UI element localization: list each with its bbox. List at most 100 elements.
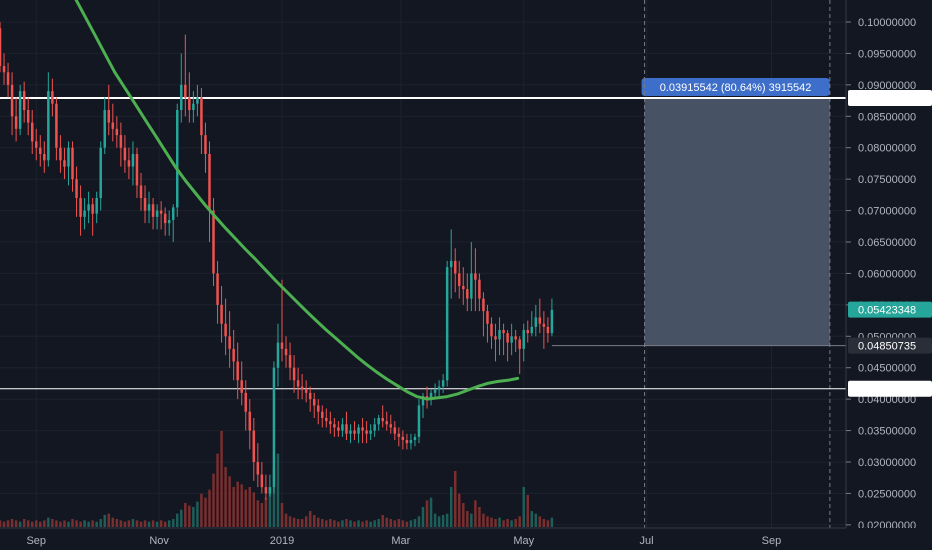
volume-bar bbox=[304, 516, 308, 527]
volume-bar bbox=[433, 513, 437, 527]
volume-bar bbox=[458, 493, 461, 527]
volume-bar bbox=[466, 511, 469, 527]
candle-body bbox=[139, 185, 143, 198]
price-tick-label: 0.08000000 bbox=[858, 143, 916, 155]
candle-body bbox=[522, 330, 525, 349]
volume-bar bbox=[506, 519, 509, 527]
volume-bar bbox=[75, 520, 78, 527]
candle-body bbox=[413, 436, 417, 440]
level-price-tag-bg bbox=[848, 380, 932, 397]
candle-body bbox=[95, 198, 98, 214]
volume-bar bbox=[453, 471, 457, 527]
price-tick-label: 0.02500000 bbox=[858, 488, 916, 500]
candle-body bbox=[296, 380, 300, 387]
candle-body bbox=[35, 141, 38, 148]
volume-bar bbox=[401, 520, 405, 527]
candle-body bbox=[276, 342, 280, 368]
candle-body bbox=[325, 418, 328, 422]
candle-body bbox=[349, 430, 352, 434]
volume-bar bbox=[276, 453, 280, 527]
candle-body bbox=[385, 421, 388, 425]
volume-bar bbox=[308, 511, 312, 527]
candle-body bbox=[534, 317, 538, 327]
volume-bar bbox=[365, 520, 368, 527]
candle-body bbox=[474, 273, 477, 280]
candle-body bbox=[55, 103, 58, 148]
candle-body bbox=[131, 154, 135, 167]
candle-body bbox=[240, 380, 243, 393]
range-measure[interactable]: 0.03915542 (80.64%) 3915542 bbox=[641, 77, 830, 346]
candle-body bbox=[188, 97, 191, 110]
candle-body bbox=[397, 433, 401, 437]
candle-body bbox=[22, 91, 26, 110]
candle-body bbox=[167, 220, 171, 224]
price-tick-label: 0.04500000 bbox=[858, 363, 916, 375]
volume-bar bbox=[14, 520, 18, 527]
time-tick-label: Sep bbox=[26, 535, 46, 547]
volume-bar bbox=[312, 515, 316, 527]
candle-body bbox=[470, 273, 473, 299]
candle-body bbox=[494, 336, 497, 340]
volume-bar bbox=[240, 484, 243, 527]
candle-body bbox=[312, 399, 316, 406]
moving-average-line bbox=[74, 0, 520, 401]
volume-bar bbox=[397, 519, 401, 527]
candle-body bbox=[244, 392, 247, 412]
volume-bar bbox=[111, 517, 115, 527]
volume-bar bbox=[474, 500, 477, 527]
candle-body bbox=[143, 198, 147, 211]
candle-body bbox=[14, 116, 18, 129]
candle-body bbox=[18, 91, 22, 129]
volume-bar bbox=[115, 519, 119, 527]
volume-bar bbox=[252, 492, 256, 527]
volume-bar bbox=[176, 513, 179, 527]
volume-bar bbox=[292, 517, 296, 527]
volume-bar bbox=[490, 517, 493, 527]
volume-bar bbox=[425, 500, 429, 527]
candle-body bbox=[482, 298, 485, 312]
candle-body bbox=[111, 122, 115, 129]
price-tick-label: 0.04000000 bbox=[858, 394, 916, 406]
time-tick-label: 2019 bbox=[270, 535, 294, 547]
candle-body bbox=[530, 326, 534, 334]
volume-bar bbox=[107, 513, 111, 527]
candle-body bbox=[260, 474, 264, 488]
candle-body bbox=[458, 273, 461, 286]
level-price-tag: 0.04164717 bbox=[858, 384, 916, 396]
volume-bar bbox=[127, 520, 131, 527]
candle-body bbox=[498, 330, 501, 340]
volume-bar bbox=[79, 521, 82, 527]
volume-bar bbox=[0, 520, 2, 527]
candle-body bbox=[361, 427, 364, 431]
candle-body bbox=[453, 260, 457, 274]
volume-bar bbox=[409, 520, 413, 527]
candle-body bbox=[268, 487, 272, 494]
candle-body bbox=[421, 396, 425, 406]
volume-bar bbox=[59, 521, 62, 527]
volume-bar bbox=[228, 476, 231, 527]
horizontal-levels[interactable] bbox=[0, 96, 846, 390]
candle-body bbox=[264, 487, 268, 494]
price-tick-label: 0.08500000 bbox=[858, 111, 916, 123]
candle-body bbox=[10, 84, 14, 117]
candle-body bbox=[381, 418, 384, 422]
volume-bar bbox=[30, 521, 34, 527]
volume-bar bbox=[171, 519, 175, 527]
price-tick-label: 0.10000000 bbox=[858, 17, 916, 29]
candle-body bbox=[284, 348, 288, 356]
candle-body bbox=[151, 204, 155, 217]
range-bottom-price-tag: 0.04850735 bbox=[858, 341, 916, 353]
time-axis[interactable]: Sep Nov 2019 Mar May Jul Sep bbox=[0, 527, 932, 550]
level-price-tag: 0.08791200 bbox=[858, 93, 916, 105]
volume-bar bbox=[180, 509, 183, 527]
candle-body bbox=[288, 355, 292, 368]
volume-bar bbox=[510, 520, 513, 527]
range-bottom-price-tag-bg bbox=[848, 337, 932, 354]
price-axis[interactable]: 0.10000000 0.09500000 0.09000000 0.08500000… bbox=[845, 0, 932, 550]
candle-body bbox=[63, 160, 66, 167]
candle-body bbox=[292, 367, 296, 381]
range-measure-box[interactable] bbox=[644, 97, 830, 346]
volume-bar bbox=[470, 513, 473, 527]
